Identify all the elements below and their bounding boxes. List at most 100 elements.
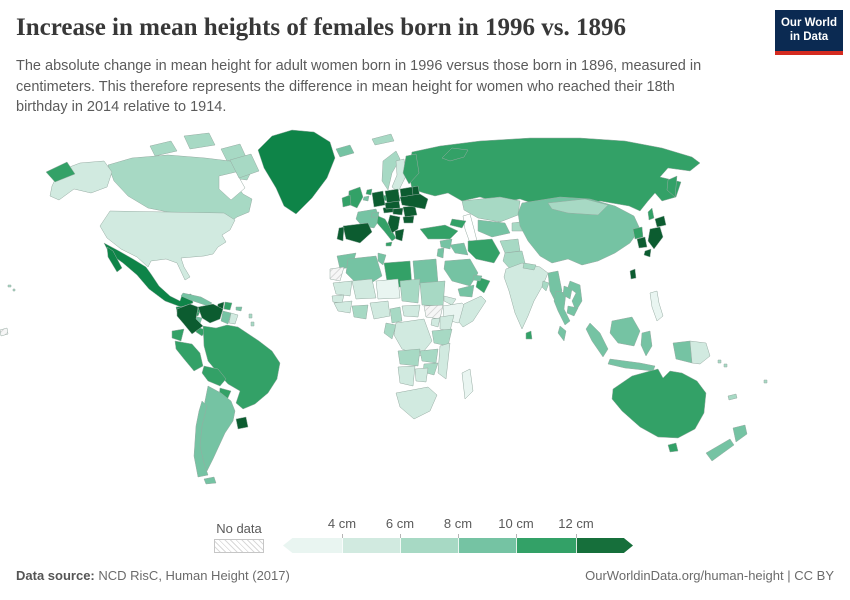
iraq-region[interactable]	[449, 242, 469, 256]
borneo-region[interactable]	[609, 316, 641, 347]
solomon-islands-region[interactable]	[717, 359, 728, 368]
namibia-region[interactable]	[397, 365, 416, 387]
czechia-slovakia-region[interactable]	[384, 200, 401, 210]
spain-region[interactable]	[342, 222, 373, 244]
philippines-region[interactable]	[649, 290, 664, 322]
south-africa-region[interactable]	[395, 386, 438, 420]
legend-segment-10-12cm[interactable]	[516, 538, 576, 553]
arctic-island-region[interactable]	[183, 132, 216, 150]
germany-region[interactable]	[371, 190, 386, 208]
puerto-rico-region[interactable]	[235, 306, 243, 312]
belgium-region[interactable]	[362, 195, 370, 202]
australia-region[interactable]	[611, 368, 707, 439]
west-papua-region[interactable]	[672, 340, 693, 364]
dr-congo-region[interactable]	[393, 318, 433, 357]
madagascar-region[interactable]	[461, 368, 474, 400]
dominican-republic-region[interactable]	[223, 301, 233, 311]
french-polynesia-region[interactable]	[0, 327, 9, 337]
mauritania-region[interactable]	[332, 280, 353, 297]
uae-region[interactable]	[472, 274, 483, 282]
venezuela-region[interactable]	[197, 303, 224, 324]
iran-region[interactable]	[467, 238, 501, 264]
kenya-region[interactable]	[439, 314, 455, 332]
bulgaria-region[interactable]	[402, 215, 415, 224]
novaya-zemlya-region[interactable]	[441, 147, 469, 162]
caucasus-region[interactable]	[449, 218, 467, 229]
bangladesh-region[interactable]	[541, 280, 550, 292]
owid-url-link[interactable]: OurWorldinData.org/human-height	[585, 568, 784, 583]
iceland-region[interactable]	[335, 144, 355, 158]
tunisia-region[interactable]	[377, 252, 387, 266]
mozambique-region[interactable]	[437, 342, 451, 380]
java-region[interactable]	[607, 358, 656, 372]
legend-segment-under-4cm[interactable]	[283, 538, 342, 553]
new-caledonia-region[interactable]	[727, 393, 738, 401]
svalbard-region[interactable]	[371, 133, 395, 146]
legend-no-data-block[interactable]: No data	[214, 521, 264, 553]
tierra-del-fuego-region[interactable]	[203, 476, 217, 485]
japan-honshu-region[interactable]	[647, 226, 664, 250]
south-korea-region[interactable]	[636, 236, 648, 249]
arctic-island-region[interactable]	[149, 140, 178, 157]
mongolia-region[interactable]	[547, 198, 609, 216]
hungary-region[interactable]	[392, 207, 404, 216]
baffin-island-region[interactable]	[229, 153, 260, 179]
italy-region[interactable]	[376, 215, 397, 242]
mali-region[interactable]	[351, 278, 377, 300]
niger-region[interactable]	[375, 278, 401, 300]
yemen-region[interactable]	[457, 284, 475, 298]
usa-region[interactable]	[99, 210, 236, 281]
guinea-region[interactable]	[333, 300, 353, 314]
poland-region[interactable]	[384, 188, 401, 204]
central-african-republic-region[interactable]	[401, 304, 421, 318]
congo-gabon-region[interactable]	[383, 322, 397, 340]
sumatra-region[interactable]	[585, 322, 609, 358]
western-sahara-region[interactable]	[329, 266, 345, 282]
legend-segment-8-10cm[interactable]	[458, 538, 516, 553]
kazakhstan-region[interactable]	[461, 196, 521, 223]
ireland-region[interactable]	[341, 194, 352, 208]
somalia-region[interactable]	[458, 295, 487, 328]
angola-region[interactable]	[397, 348, 421, 367]
nepal-region[interactable]	[522, 262, 537, 271]
sulawesi-region[interactable]	[640, 330, 653, 357]
portugal-region[interactable]	[336, 226, 345, 242]
japan-kyushu-region[interactable]	[643, 248, 652, 258]
greenland-region[interactable]	[257, 129, 336, 215]
peru-region[interactable]	[174, 340, 204, 372]
senegal-region[interactable]	[331, 294, 345, 304]
malaysia-region[interactable]	[557, 325, 567, 342]
saudi-arabia-region[interactable]	[443, 258, 479, 287]
chad-region[interactable]	[399, 278, 421, 304]
afghanistan-region[interactable]	[499, 238, 521, 254]
chile-region[interactable]	[193, 400, 209, 478]
netherlands-region[interactable]	[365, 188, 373, 196]
turkey-region[interactable]	[419, 224, 459, 240]
uzbekistan-turkmenistan-region[interactable]	[477, 219, 511, 238]
fiji-region[interactable]	[763, 379, 768, 384]
botswana-region[interactable]	[414, 367, 429, 383]
ukraine-region[interactable]	[399, 193, 429, 210]
romania-region[interactable]	[402, 205, 418, 218]
zambia-region[interactable]	[419, 348, 439, 364]
papua-new-guinea-region[interactable]	[689, 340, 711, 365]
sakhalin-region[interactable]	[647, 207, 655, 221]
belarus-region[interactable]	[399, 186, 414, 198]
sudan-region[interactable]	[419, 280, 446, 307]
india-region[interactable]	[503, 262, 549, 330]
canada-region[interactable]	[107, 154, 253, 226]
ecuador-region[interactable]	[171, 328, 185, 342]
chukotka-wrap-region[interactable]	[45, 161, 76, 183]
legend-segment-6-8cm[interactable]	[400, 538, 458, 553]
cameroon-region[interactable]	[389, 306, 403, 324]
russia-region[interactable]	[407, 137, 701, 212]
argentina-region[interactable]	[197, 385, 236, 472]
sicily-region[interactable]	[385, 241, 393, 247]
greece-region[interactable]	[394, 228, 405, 242]
nigeria-region[interactable]	[369, 300, 391, 320]
japan-hokkaido-region[interactable]	[654, 215, 667, 228]
china-region[interactable]	[517, 196, 641, 266]
guyana-region[interactable]	[220, 310, 232, 325]
taiwan-region[interactable]	[629, 268, 637, 280]
baja-california-region[interactable]	[106, 246, 123, 273]
